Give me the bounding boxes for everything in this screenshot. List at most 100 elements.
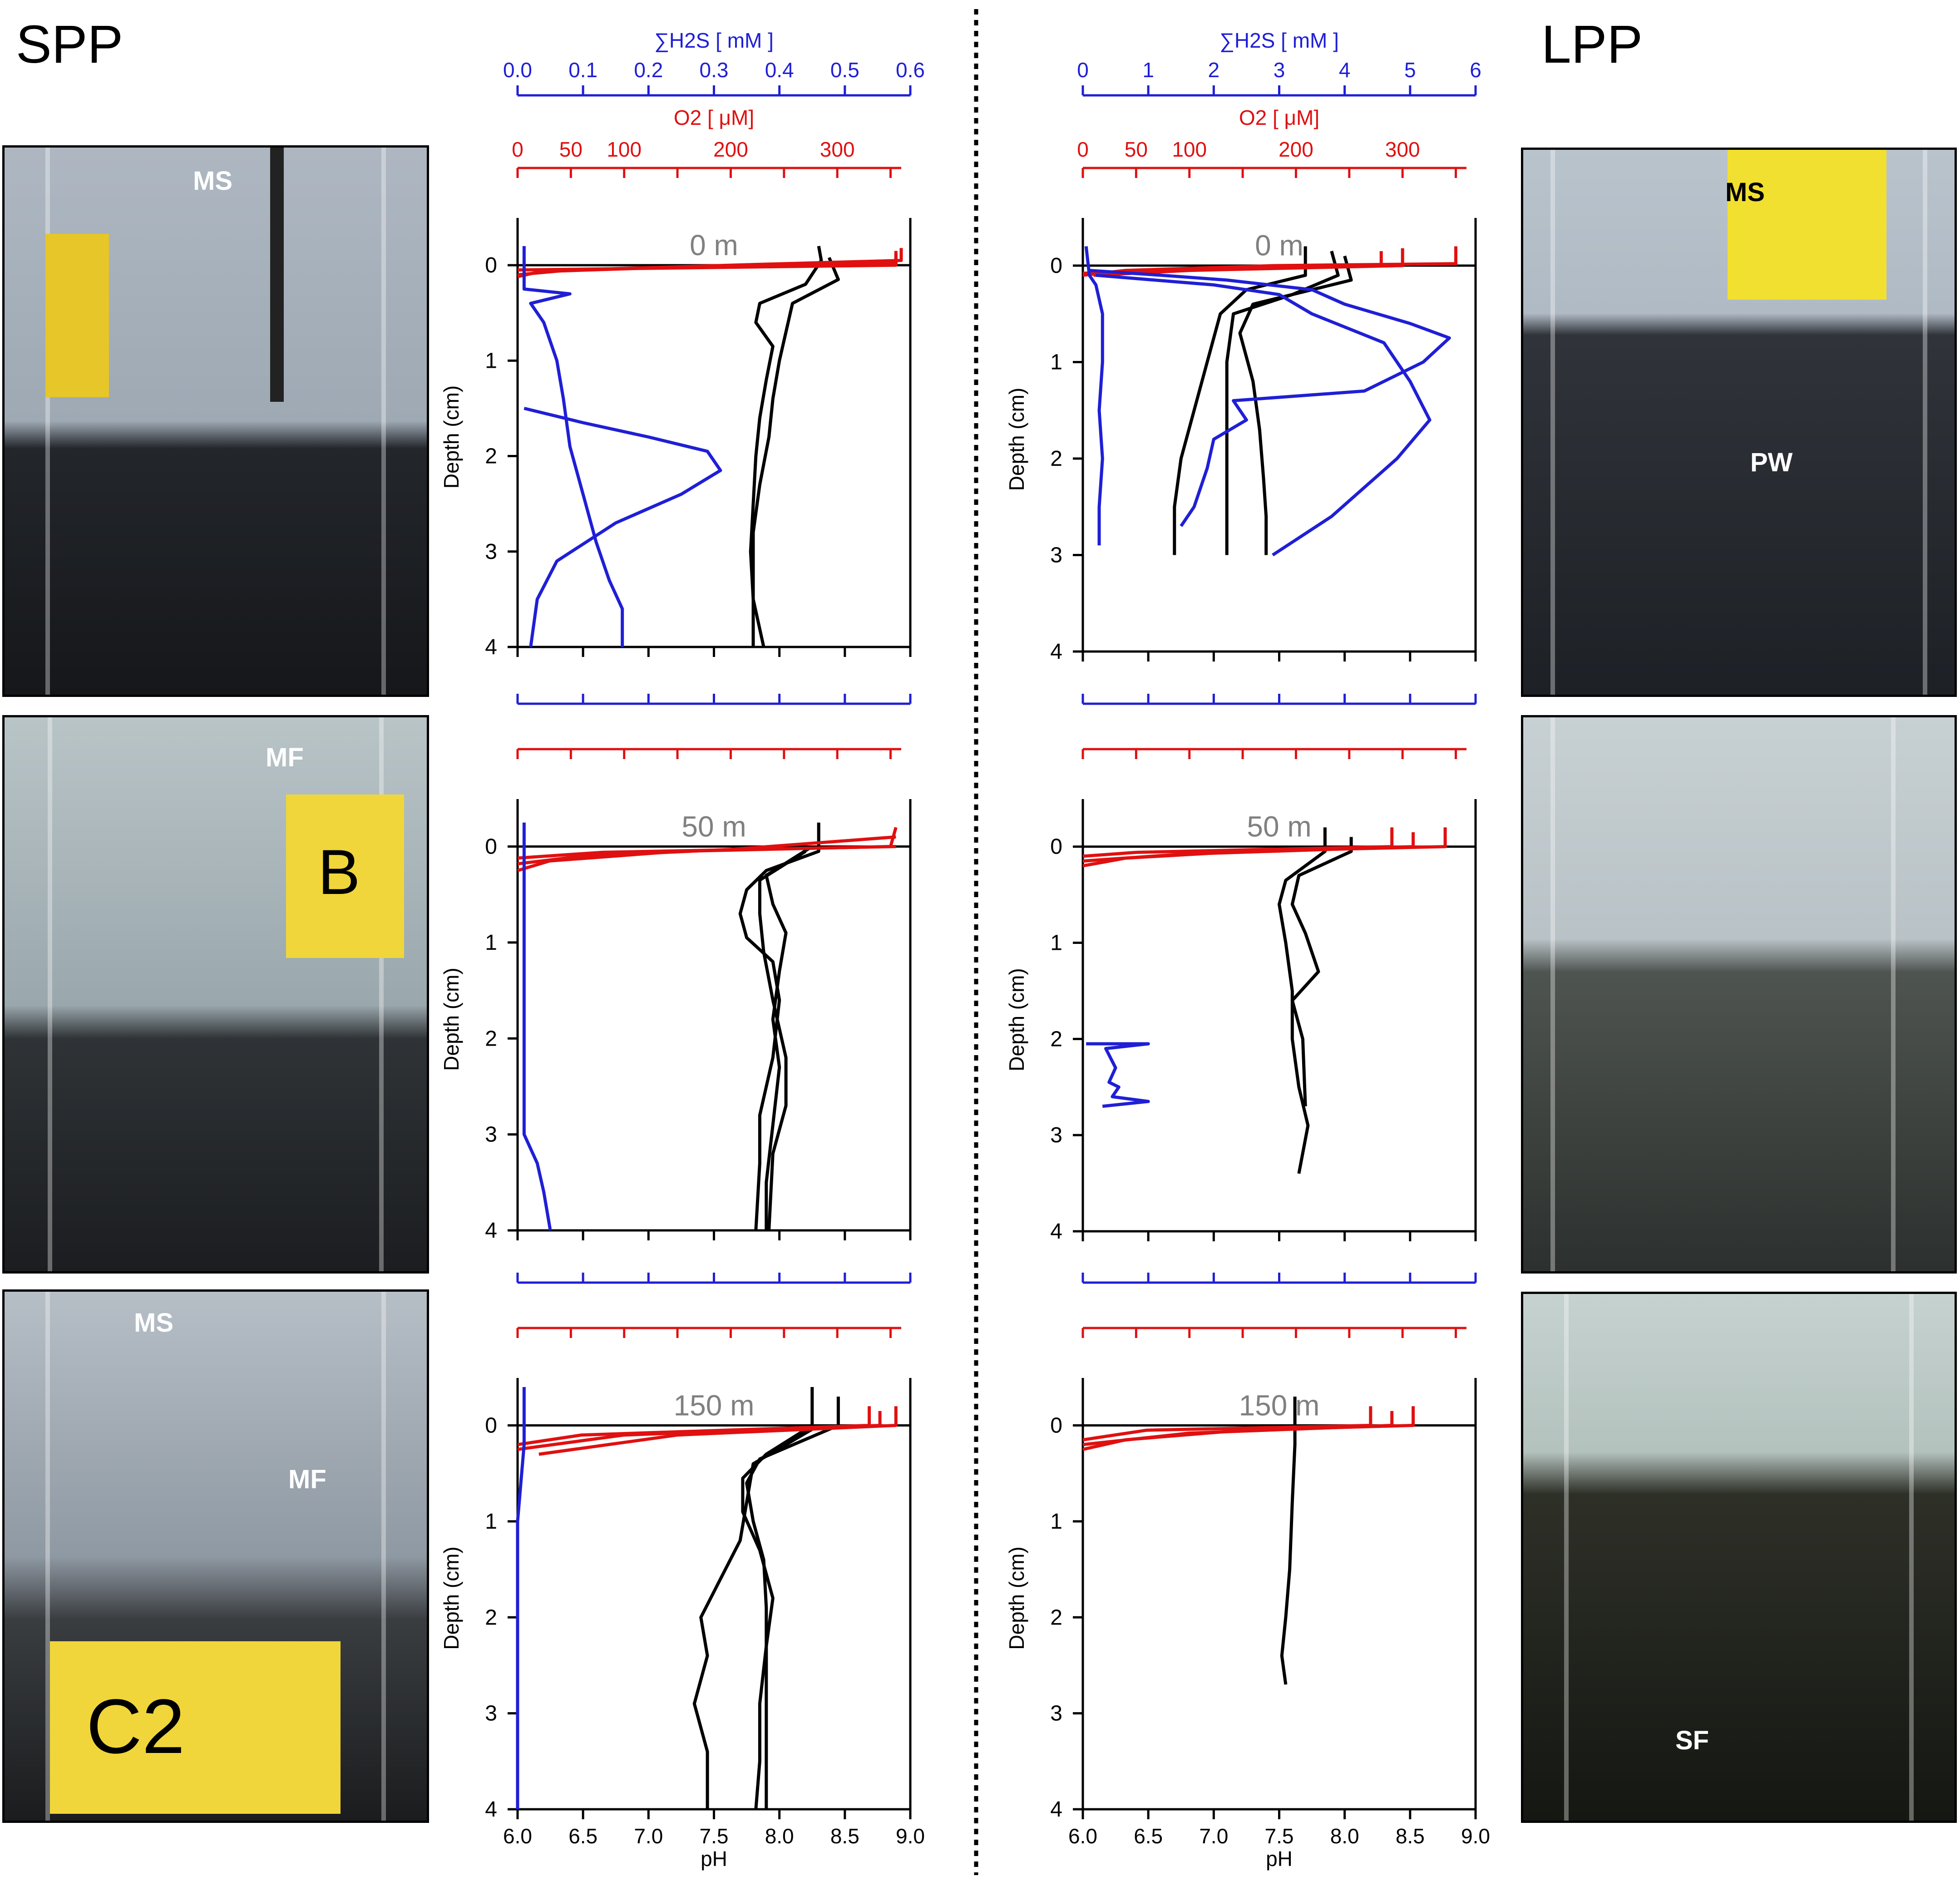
depth-tick-label: 3 (485, 1123, 497, 1147)
panel-title: 0 m (1255, 229, 1303, 262)
photo-lpp-0: MS PW (1521, 148, 1957, 697)
ph-tick-label: 6.0 (503, 1824, 532, 1848)
ph-tick-label: 8.5 (830, 1824, 859, 1848)
h2s-tick-label: 1 (1142, 58, 1154, 82)
o2-profile-line (1082, 827, 1394, 858)
profile-panel: 0 1 2 3 4 Depth (cm) 0 50 100 200 300 O2 [ μM] 0 1 2 3 4… (1005, 29, 1481, 664)
depth-tick-label: 1 (1050, 931, 1062, 955)
profile-panel: 0 1 2 3 4 Depth (cm) 6.0 6.5 7.0 7.5 8.0 8.5 9.0 pH 15… (439, 1273, 925, 1871)
h2s-tick-label: 0.5 (830, 58, 859, 82)
photo-spp-0: MS (2, 145, 429, 697)
depth-axis-label: Depth (cm) (1005, 388, 1028, 491)
depth-axis-label: Depth (cm) (439, 385, 463, 489)
tape: B (286, 795, 404, 958)
ph-profile-line (751, 257, 840, 647)
tape (1728, 150, 1886, 300)
o2-tick-label: 100 (1172, 138, 1207, 161)
o2-tick-label: 300 (820, 138, 855, 161)
panel-title: 50 m (1247, 810, 1311, 843)
o2-axis-label: O2 [ μM] (1239, 106, 1319, 129)
tape-text: B (318, 836, 360, 908)
ph-profile-line (1280, 1397, 1297, 1685)
depth-tick-label: 2 (1050, 1605, 1062, 1629)
depth-tick-label: 3 (485, 540, 497, 564)
photo-label: MF (288, 1465, 326, 1494)
o2-profile-line (1082, 1406, 1372, 1442)
depth-tick-label: 0 (1050, 835, 1062, 859)
h2s-profile-line (523, 406, 722, 647)
ph-profile-line (738, 822, 820, 1231)
ph-tick-label: 8.0 (1330, 1824, 1359, 1848)
h2s-tick-label: 3 (1274, 58, 1285, 82)
h2s-profile-line (522, 246, 624, 647)
h2s-profile-line (1084, 246, 1104, 546)
o2-axis-label: O2 [ μM] (674, 106, 754, 129)
tape-text: C2 (86, 1684, 185, 1770)
photo-spp-50: B MF (2, 715, 429, 1274)
depth-tick-label: 4 (485, 1219, 497, 1243)
photo-label: SF (1675, 1726, 1709, 1755)
photo-label: MS (193, 166, 232, 196)
h2s-axis-label: ∑H2S [ mM ] (654, 29, 774, 52)
depth-tick-label: 4 (1050, 1797, 1062, 1822)
ph-tick-label: 6.0 (1068, 1824, 1097, 1848)
ph-tick-label: 6.5 (1134, 1824, 1163, 1848)
spp-label: SPP (16, 15, 123, 74)
o2-profile-line (517, 1406, 871, 1447)
depth-tick-label: 4 (485, 1797, 497, 1822)
depth-tick-label: 4 (485, 635, 497, 659)
ph-tick-label: 7.0 (1199, 1824, 1228, 1848)
ph-profile-line (758, 850, 807, 1231)
ph-profile-line (1290, 837, 1353, 1106)
o2-tick-label: 0 (1077, 138, 1089, 161)
depth-tick-label: 2 (485, 1605, 497, 1629)
depth-tick-label: 4 (1050, 1219, 1062, 1244)
ph-tick-label: 8.5 (1396, 1824, 1425, 1848)
o2-profile-line (1082, 832, 1415, 863)
ph-profile-line (1278, 827, 1327, 1174)
microsensor-needle (270, 148, 284, 402)
ph-profile-line (749, 246, 823, 647)
h2s-tick-label: 0.3 (700, 58, 729, 82)
depth-tick-label: 2 (485, 1027, 497, 1051)
ph-tick-label: 7.0 (634, 1824, 663, 1848)
h2s-profile-line (516, 1387, 526, 1809)
depth-tick-label: 0 (485, 835, 497, 859)
depth-tick-label: 1 (485, 931, 497, 955)
depth-tick-label: 0 (485, 1414, 497, 1438)
h2s-tick-label: 4 (1339, 58, 1351, 82)
depth-axis-label: Depth (cm) (439, 968, 463, 1071)
o2-tick-label: 0 (512, 138, 523, 161)
ph-tick-label: 7.5 (700, 1824, 729, 1848)
depth-tick-label: 3 (1050, 1702, 1062, 1726)
o2-profile-line (517, 845, 896, 860)
photo-label: MS (1725, 178, 1765, 207)
depth-tick-label: 1 (1050, 1510, 1062, 1534)
h2s-tick-label: 5 (1404, 58, 1416, 82)
profile-panel: 0 1 2 3 4 Depth (cm) 50 m (439, 694, 912, 1243)
depth-axis-label: Depth (cm) (1005, 968, 1028, 1071)
o2-profile-line (1082, 1411, 1394, 1447)
lpp-label: LPP (1541, 15, 1643, 74)
panel-title: 0 m (690, 229, 738, 262)
depth-tick-label: 3 (1050, 1123, 1062, 1147)
profile-panel: 0 1 2 3 4 Depth (cm) 50 m (1005, 694, 1477, 1244)
depth-tick-label: 3 (485, 1702, 497, 1726)
h2s-tick-label: 0.6 (896, 58, 925, 82)
depth-axis-label: Depth (cm) (1005, 1546, 1028, 1649)
o2-tick-label: 50 (559, 138, 583, 161)
o2-tick-label: 200 (713, 138, 748, 161)
photo-lpp-50 (1521, 715, 1957, 1274)
h2s-profile-line (1096, 273, 1432, 557)
o2-tick-label: 50 (1125, 138, 1148, 161)
h2s-tick-label: 2 (1208, 58, 1220, 82)
panel-title: 150 m (1239, 1389, 1320, 1422)
o2-profile-line (517, 253, 898, 272)
profile-panel: 0 1 2 3 4 Depth (cm) 0 50 100 200 300 O2 [ μM] 0.0 0.… (439, 29, 925, 659)
depth-tick-label: 3 (1050, 543, 1062, 568)
depth-tick-label: 0 (1050, 1414, 1062, 1438)
ph-tick-label: 8.0 (765, 1824, 794, 1848)
depth-tick-label: 1 (485, 349, 497, 373)
h2s-axis-label: ∑H2S [ mM ] (1219, 29, 1339, 52)
